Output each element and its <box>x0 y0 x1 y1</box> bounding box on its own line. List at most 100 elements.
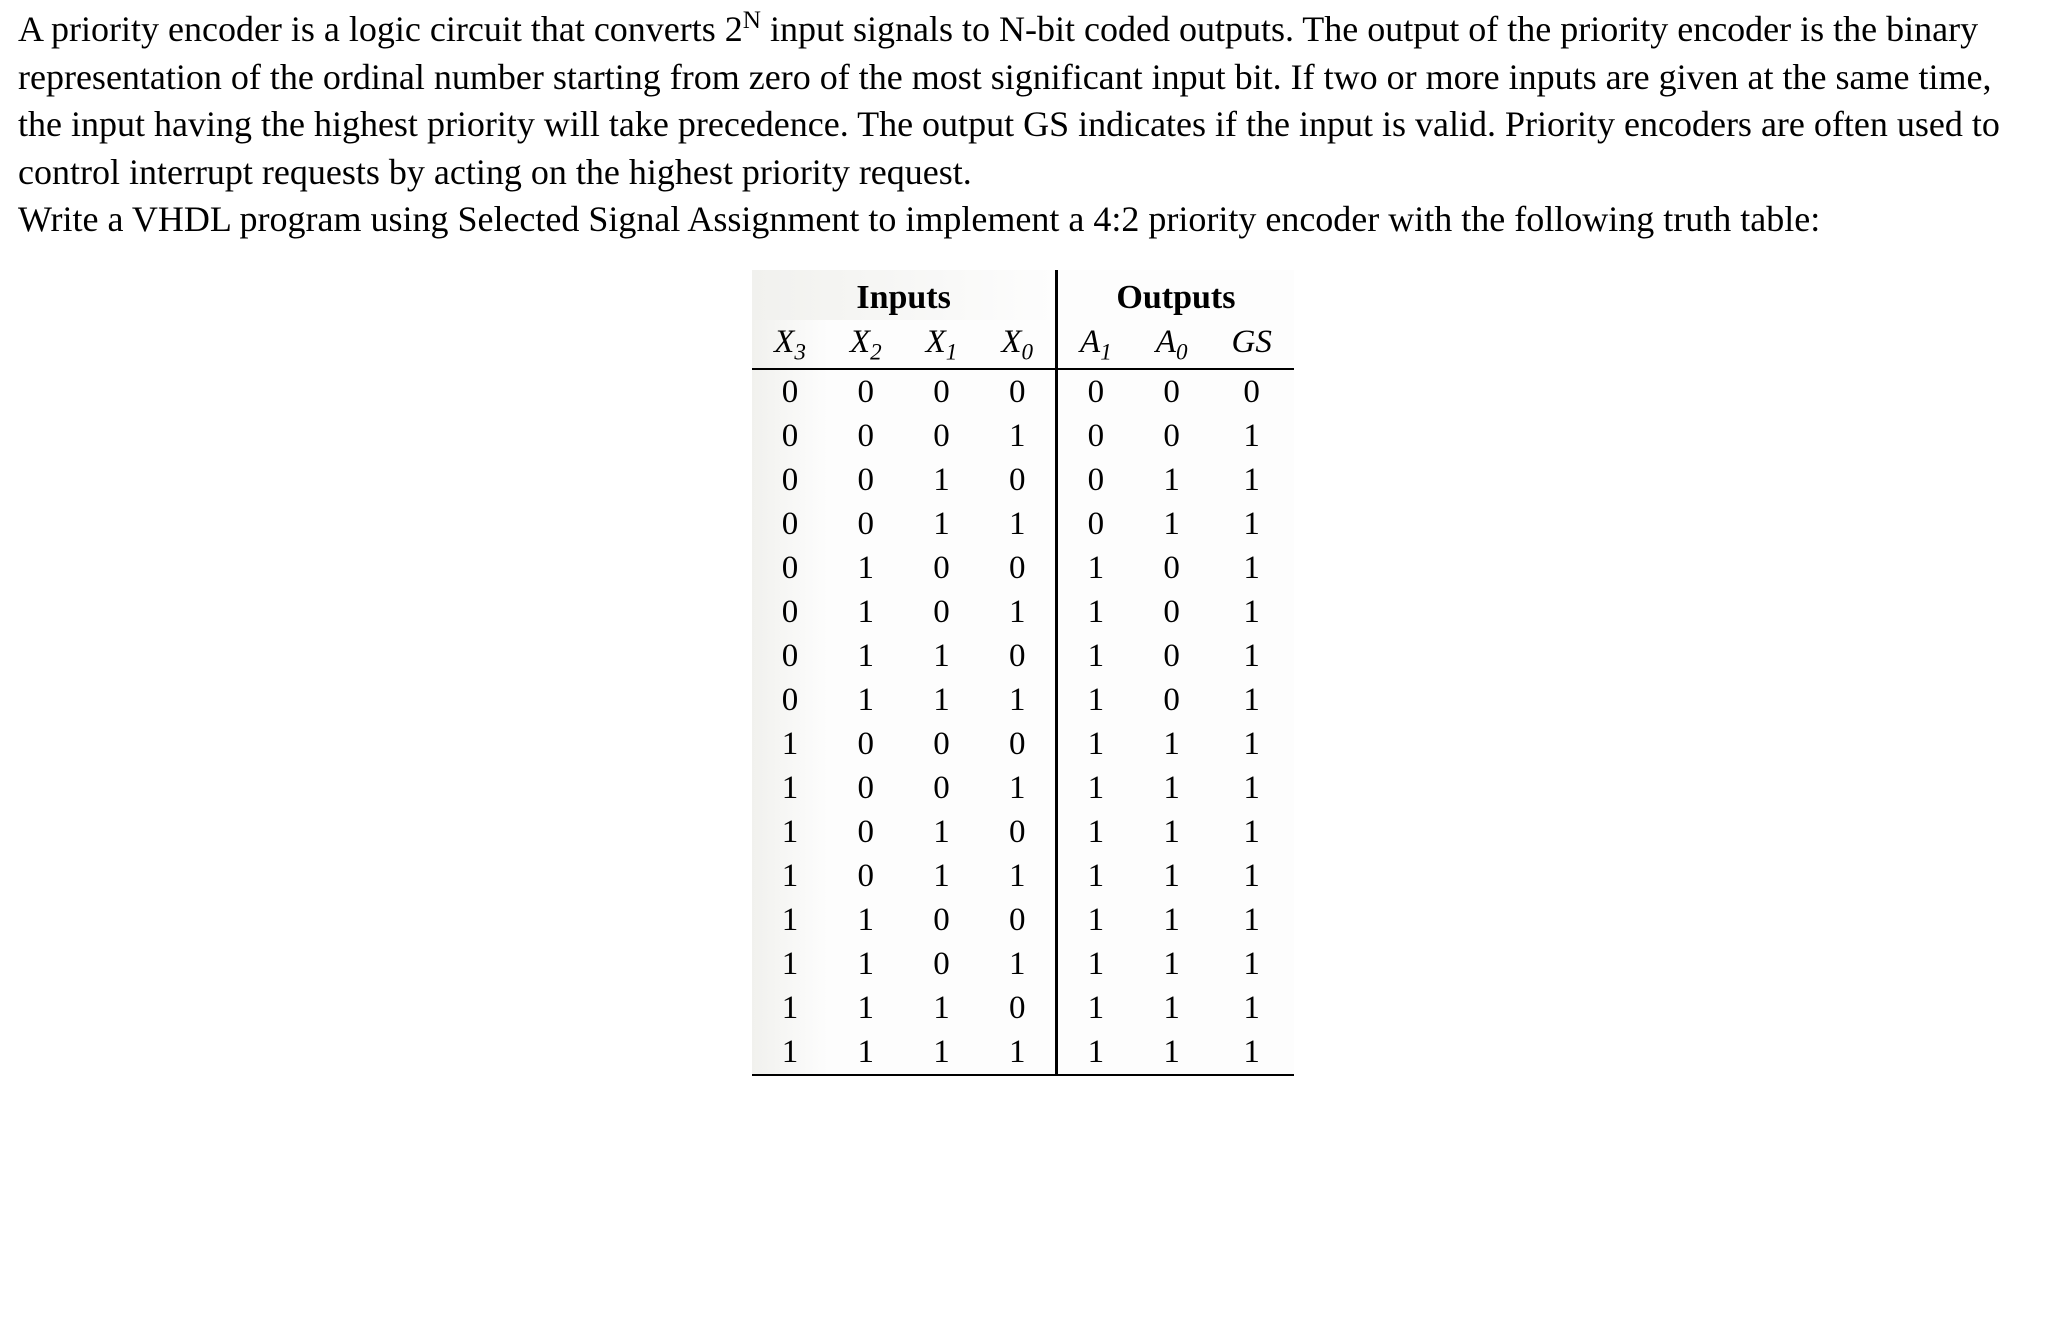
table-cell: 1 <box>752 722 828 766</box>
table-cell: 0 <box>828 854 904 898</box>
table-cell: 1 <box>1134 722 1210 766</box>
col-x3: X3 <box>752 320 828 369</box>
table-row: 1100111 <box>752 898 1294 942</box>
table-cell: 1 <box>979 942 1056 986</box>
table-cell: 1 <box>1134 898 1210 942</box>
table-cell: 1 <box>1134 942 1210 986</box>
table-cell: 1 <box>752 898 828 942</box>
table-cell: 1 <box>1057 766 1134 810</box>
table-row: 0001001 <box>752 414 1294 458</box>
table-cell: 0 <box>904 369 980 414</box>
table-row: 0011011 <box>752 502 1294 546</box>
table-cell: 1 <box>1057 986 1134 1030</box>
table-cell: 1 <box>904 502 980 546</box>
table-cell: 1 <box>1057 678 1134 722</box>
table-cell: 1 <box>1134 854 1210 898</box>
table-cell: 0 <box>828 722 904 766</box>
table-cell: 0 <box>904 546 980 590</box>
table-cell: 1 <box>752 942 828 986</box>
table-cell: 0 <box>828 458 904 502</box>
table-cell: 0 <box>979 634 1056 678</box>
table-row: 1110111 <box>752 986 1294 1030</box>
table-cell: 1 <box>1134 1030 1210 1075</box>
truth-table-body: 0000000000100100100110011011010010101011… <box>752 369 1294 1075</box>
table-row: 1011111 <box>752 854 1294 898</box>
table-cell: 1 <box>828 590 904 634</box>
table-row: 1111111 <box>752 1030 1294 1075</box>
table-row: 0000000 <box>752 369 1294 414</box>
table-cell: 0 <box>828 502 904 546</box>
col-x0: X0 <box>979 320 1056 369</box>
para1-a: A priority encoder is a logic circuit th… <box>18 9 743 49</box>
table-cell: 1 <box>1057 810 1134 854</box>
table-cell: 1 <box>1209 546 1293 590</box>
table-cell: 0 <box>1057 369 1134 414</box>
table-cell: 0 <box>1134 546 1210 590</box>
table-cell: 0 <box>979 546 1056 590</box>
table-cell: 1 <box>1209 1030 1293 1075</box>
table-cell: 1 <box>1209 942 1293 986</box>
table-cell: 1 <box>904 458 980 502</box>
table-row: 1001111 <box>752 766 1294 810</box>
table-row: 0110101 <box>752 634 1294 678</box>
table-cell: 1 <box>1209 722 1293 766</box>
table-cell: 1 <box>904 634 980 678</box>
table-cell: 1 <box>979 766 1056 810</box>
table-cell: 0 <box>979 458 1056 502</box>
column-symbols-row: X3 X2 X1 X0 A1 A0 GS <box>752 320 1294 369</box>
table-cell: 1 <box>1057 546 1134 590</box>
col-x2: X2 <box>828 320 904 369</box>
table-cell: 1 <box>1209 590 1293 634</box>
table-cell: 0 <box>1134 369 1210 414</box>
table-cell: 1 <box>1057 942 1134 986</box>
table-cell: 0 <box>1209 369 1293 414</box>
table-cell: 1 <box>1209 854 1293 898</box>
table-cell: 1 <box>1209 810 1293 854</box>
table-cell: 1 <box>1209 502 1293 546</box>
table-cell: 1 <box>1057 634 1134 678</box>
outputs-header: Outputs <box>1057 270 1294 321</box>
table-row: 1000111 <box>752 722 1294 766</box>
table-cell: 0 <box>1057 458 1134 502</box>
table-cell: 1 <box>752 986 828 1030</box>
table-cell: 1 <box>979 502 1056 546</box>
table-cell: 0 <box>979 722 1056 766</box>
table-cell: 1 <box>904 854 980 898</box>
table-cell: 0 <box>752 634 828 678</box>
table-cell: 0 <box>904 898 980 942</box>
table-cell: 0 <box>904 414 980 458</box>
table-cell: 1 <box>904 810 980 854</box>
table-cell: 0 <box>828 414 904 458</box>
table-cell: 0 <box>1134 634 1210 678</box>
table-cell: 0 <box>752 590 828 634</box>
table-cell: 0 <box>979 986 1056 1030</box>
problem-statement: A priority encoder is a logic circuit th… <box>18 6 2028 244</box>
table-cell: 1 <box>1057 854 1134 898</box>
table-cell: 1 <box>979 414 1056 458</box>
table-cell: 1 <box>1057 898 1134 942</box>
superscript-n: N <box>743 7 761 34</box>
table-cell: 1 <box>904 1030 980 1075</box>
table-cell: 1 <box>828 942 904 986</box>
col-x1: X1 <box>904 320 980 369</box>
table-cell: 1 <box>979 1030 1056 1075</box>
table-cell: 0 <box>752 458 828 502</box>
table-cell: 0 <box>1134 414 1210 458</box>
para2: Write a VHDL program using Selected Sign… <box>18 199 1820 239</box>
table-cell: 1 <box>1209 678 1293 722</box>
table-cell: 1 <box>1134 766 1210 810</box>
table-cell: 0 <box>1057 502 1134 546</box>
table-cell: 1 <box>1057 722 1134 766</box>
table-cell: 0 <box>904 722 980 766</box>
table-cell: 0 <box>1134 590 1210 634</box>
table-cell: 1 <box>1209 414 1293 458</box>
table-cell: 0 <box>1057 414 1134 458</box>
table-cell: 0 <box>979 810 1056 854</box>
table-cell: 1 <box>904 986 980 1030</box>
table-cell: 1 <box>979 590 1056 634</box>
table-cell: 1 <box>1057 590 1134 634</box>
col-gs: GS <box>1209 320 1293 369</box>
table-cell: 1 <box>828 634 904 678</box>
table-row: 0111101 <box>752 678 1294 722</box>
table-cell: 0 <box>904 766 980 810</box>
